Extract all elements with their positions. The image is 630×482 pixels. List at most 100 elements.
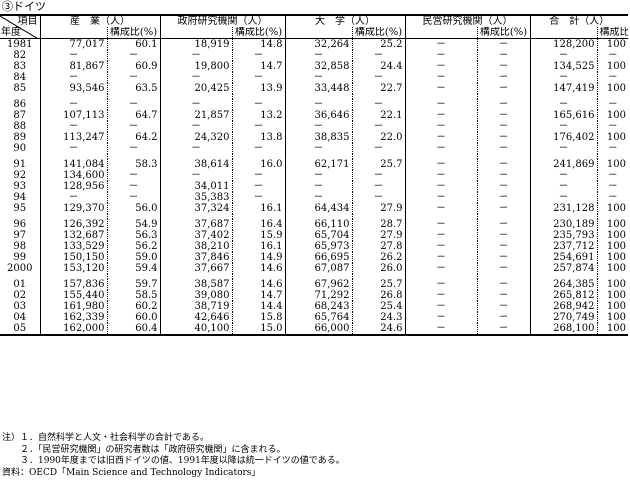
private-ratio-cell: － — [476, 132, 530, 143]
industry-count-cell: 128,956 — [39, 181, 107, 192]
private-count-cell: － — [404, 279, 477, 290]
year-cell: 86 — [13, 99, 27, 110]
total-count-cell: － — [529, 72, 597, 83]
year-cell: 91 — [13, 159, 27, 170]
total-count-cell: 231,128 — [529, 203, 597, 214]
year-cell: 94 — [13, 192, 27, 203]
industry-ratio-cell: 60.0 — [106, 312, 160, 323]
table-title: ③ドイツ — [2, 0, 46, 13]
table-row: 97 132,687 56.3 37,402 15.9 65,704 27.9 －－ 235,7… — [0, 230, 628, 241]
government-ratio-cell: 14.8 — [231, 38, 285, 50]
government-count-cell: － — [159, 170, 232, 181]
private-count-cell: － — [404, 219, 477, 230]
government-count-cell: － — [159, 99, 232, 110]
table-row: 98 133,529 56.2 38,210 16.1 65,973 27.8 －－ 237,7… — [0, 241, 628, 252]
government-ratio-cell: 13.9 — [231, 83, 285, 94]
header-group-total: 合 計（人） — [529, 14, 628, 27]
private-count-cell: － — [404, 143, 477, 154]
government-ratio-cell: 15.9 — [231, 230, 285, 241]
private-ratio-cell: － — [476, 301, 530, 312]
year-cell: 97 — [13, 230, 27, 241]
university-ratio-cell: － — [351, 143, 405, 154]
year-cell: 93 — [13, 181, 27, 192]
industry-ratio-cell: 60.4 — [106, 323, 160, 336]
industry-ratio-cell: 56.0 — [106, 203, 160, 214]
private-ratio-cell: － — [476, 230, 530, 241]
year-cell: 88 — [13, 121, 27, 132]
total-ratio-cell: － — [596, 72, 628, 83]
government-ratio-cell: － — [231, 170, 285, 181]
industry-ratio-cell: 60.2 — [106, 301, 160, 312]
industry-ratio-cell: 56.2 — [106, 241, 160, 252]
industry-ratio-cell: － — [106, 143, 160, 154]
total-count-cell: 230,189 — [529, 219, 597, 230]
header-group-university: 大 学（人） — [284, 14, 405, 27]
industry-ratio-cell: 63.5 — [106, 83, 160, 94]
industry-count-cell: － — [39, 143, 107, 154]
industry-ratio-cell: 60.1 — [106, 38, 160, 50]
header-group-industry: 産 業（人） — [39, 14, 160, 27]
private-ratio-cell: － — [476, 323, 530, 336]
government-count-cell: 37,402 — [159, 230, 232, 241]
header-group-private-institutes: 民営研究機関（人） — [404, 14, 530, 27]
table-row: 05 162,000 60.4 40,100 15.0 66,000 24.6 －－ 268,1… — [0, 323, 628, 336]
university-count-cell: 66,695 — [284, 252, 352, 263]
university-count-cell: 65,764 — [284, 312, 352, 323]
private-count-cell: － — [404, 192, 477, 203]
total-count-cell: 265,812 — [529, 290, 597, 301]
private-ratio-cell: － — [476, 159, 530, 170]
government-ratio-cell: 14.7 — [231, 61, 285, 72]
government-ratio-cell: 16.1 — [231, 241, 285, 252]
university-count-cell: 67,962 — [284, 279, 352, 290]
header-ratio: 構成比(%) — [231, 27, 285, 39]
header-value-spacer — [529, 27, 597, 39]
government-ratio-cell: － — [231, 50, 285, 61]
header-ratio: 構成比(%) — [351, 27, 405, 39]
total-ratio-cell: 100 — [596, 263, 628, 274]
year-cell: 85 — [13, 83, 27, 94]
industry-count-cell: 155,440 — [39, 290, 107, 301]
private-count-cell: － — [404, 230, 477, 241]
government-count-cell: 24,320 — [159, 132, 232, 143]
university-ratio-cell: 27.9 — [351, 203, 405, 214]
industry-ratio-cell: － — [106, 121, 160, 132]
government-ratio-cell: － — [231, 72, 285, 83]
university-count-cell: － — [284, 72, 352, 83]
government-ratio-cell: 14.6 — [231, 263, 285, 274]
industry-ratio-cell: 59.4 — [106, 263, 160, 274]
university-count-cell: 65,704 — [284, 230, 352, 241]
government-ratio-cell: 14.9 — [231, 252, 285, 263]
university-ratio-cell: － — [351, 170, 405, 181]
total-ratio-cell: － — [596, 170, 628, 181]
university-ratio-cell: － — [351, 99, 405, 110]
industry-count-cell: － — [39, 192, 107, 203]
table-row: 01 157,836 59.7 38,587 14.6 67,962 25.7 －－ 264,3… — [0, 279, 628, 290]
university-ratio-cell: 24.6 — [351, 323, 405, 336]
private-ratio-cell: － — [476, 50, 530, 61]
total-count-cell: 241,869 — [529, 159, 597, 170]
private-ratio-cell: － — [476, 181, 530, 192]
university-count-cell: 71,292 — [284, 290, 352, 301]
university-ratio-cell: － — [351, 181, 405, 192]
government-ratio-cell: 16.0 — [231, 159, 285, 170]
total-count-cell: 270,749 — [529, 312, 597, 323]
industry-count-cell: － — [39, 72, 107, 83]
private-ratio-cell: － — [476, 312, 530, 323]
industry-count-cell: 162,000 — [39, 323, 107, 336]
private-count-cell: － — [404, 203, 477, 214]
industry-ratio-cell: － — [106, 50, 160, 61]
industry-count-cell: 134,600 — [39, 170, 107, 181]
government-ratio-cell: 15.8 — [231, 312, 285, 323]
year-cell: 95 — [13, 203, 27, 214]
industry-count-cell: － — [39, 99, 107, 110]
university-ratio-cell: 26.2 — [351, 252, 405, 263]
table-row: 04 162,339 60.0 42,646 15.8 65,764 24.3 －－ 270,7… — [0, 312, 628, 323]
government-count-cell: 38,614 — [159, 159, 232, 170]
industry-count-cell: 113,247 — [39, 132, 107, 143]
total-count-cell: 176,402 — [529, 132, 597, 143]
university-ratio-cell: － — [351, 50, 405, 61]
university-ratio-cell: － — [351, 192, 405, 203]
government-count-cell: 19,800 — [159, 61, 232, 72]
private-count-cell: － — [404, 263, 477, 274]
private-ratio-cell: － — [476, 99, 530, 110]
